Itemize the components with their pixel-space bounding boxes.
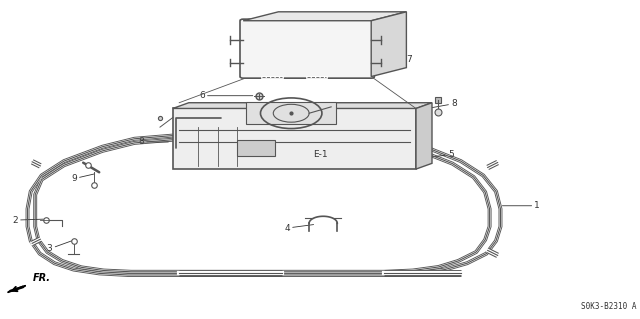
Polygon shape <box>371 12 406 77</box>
Text: 8: 8 <box>424 99 457 109</box>
Bar <box>246 102 336 124</box>
Bar <box>173 108 416 169</box>
Text: FR.: FR. <box>33 273 51 283</box>
Text: 6: 6 <box>199 91 253 100</box>
Polygon shape <box>8 286 26 293</box>
Text: 8: 8 <box>138 137 168 146</box>
Text: 5: 5 <box>421 150 454 159</box>
Polygon shape <box>243 12 406 21</box>
Text: 7: 7 <box>381 55 412 63</box>
Bar <box>237 140 275 156</box>
Text: E-1: E-1 <box>314 150 328 159</box>
Text: 1: 1 <box>502 201 540 210</box>
Text: 9: 9 <box>71 174 95 183</box>
Text: 4: 4 <box>284 224 314 233</box>
FancyBboxPatch shape <box>240 19 374 78</box>
Text: 3: 3 <box>47 241 72 253</box>
Polygon shape <box>173 103 432 108</box>
Polygon shape <box>416 103 432 169</box>
Text: S0K3-B2310 A: S0K3-B2310 A <box>581 302 637 311</box>
Text: 2: 2 <box>12 216 44 225</box>
